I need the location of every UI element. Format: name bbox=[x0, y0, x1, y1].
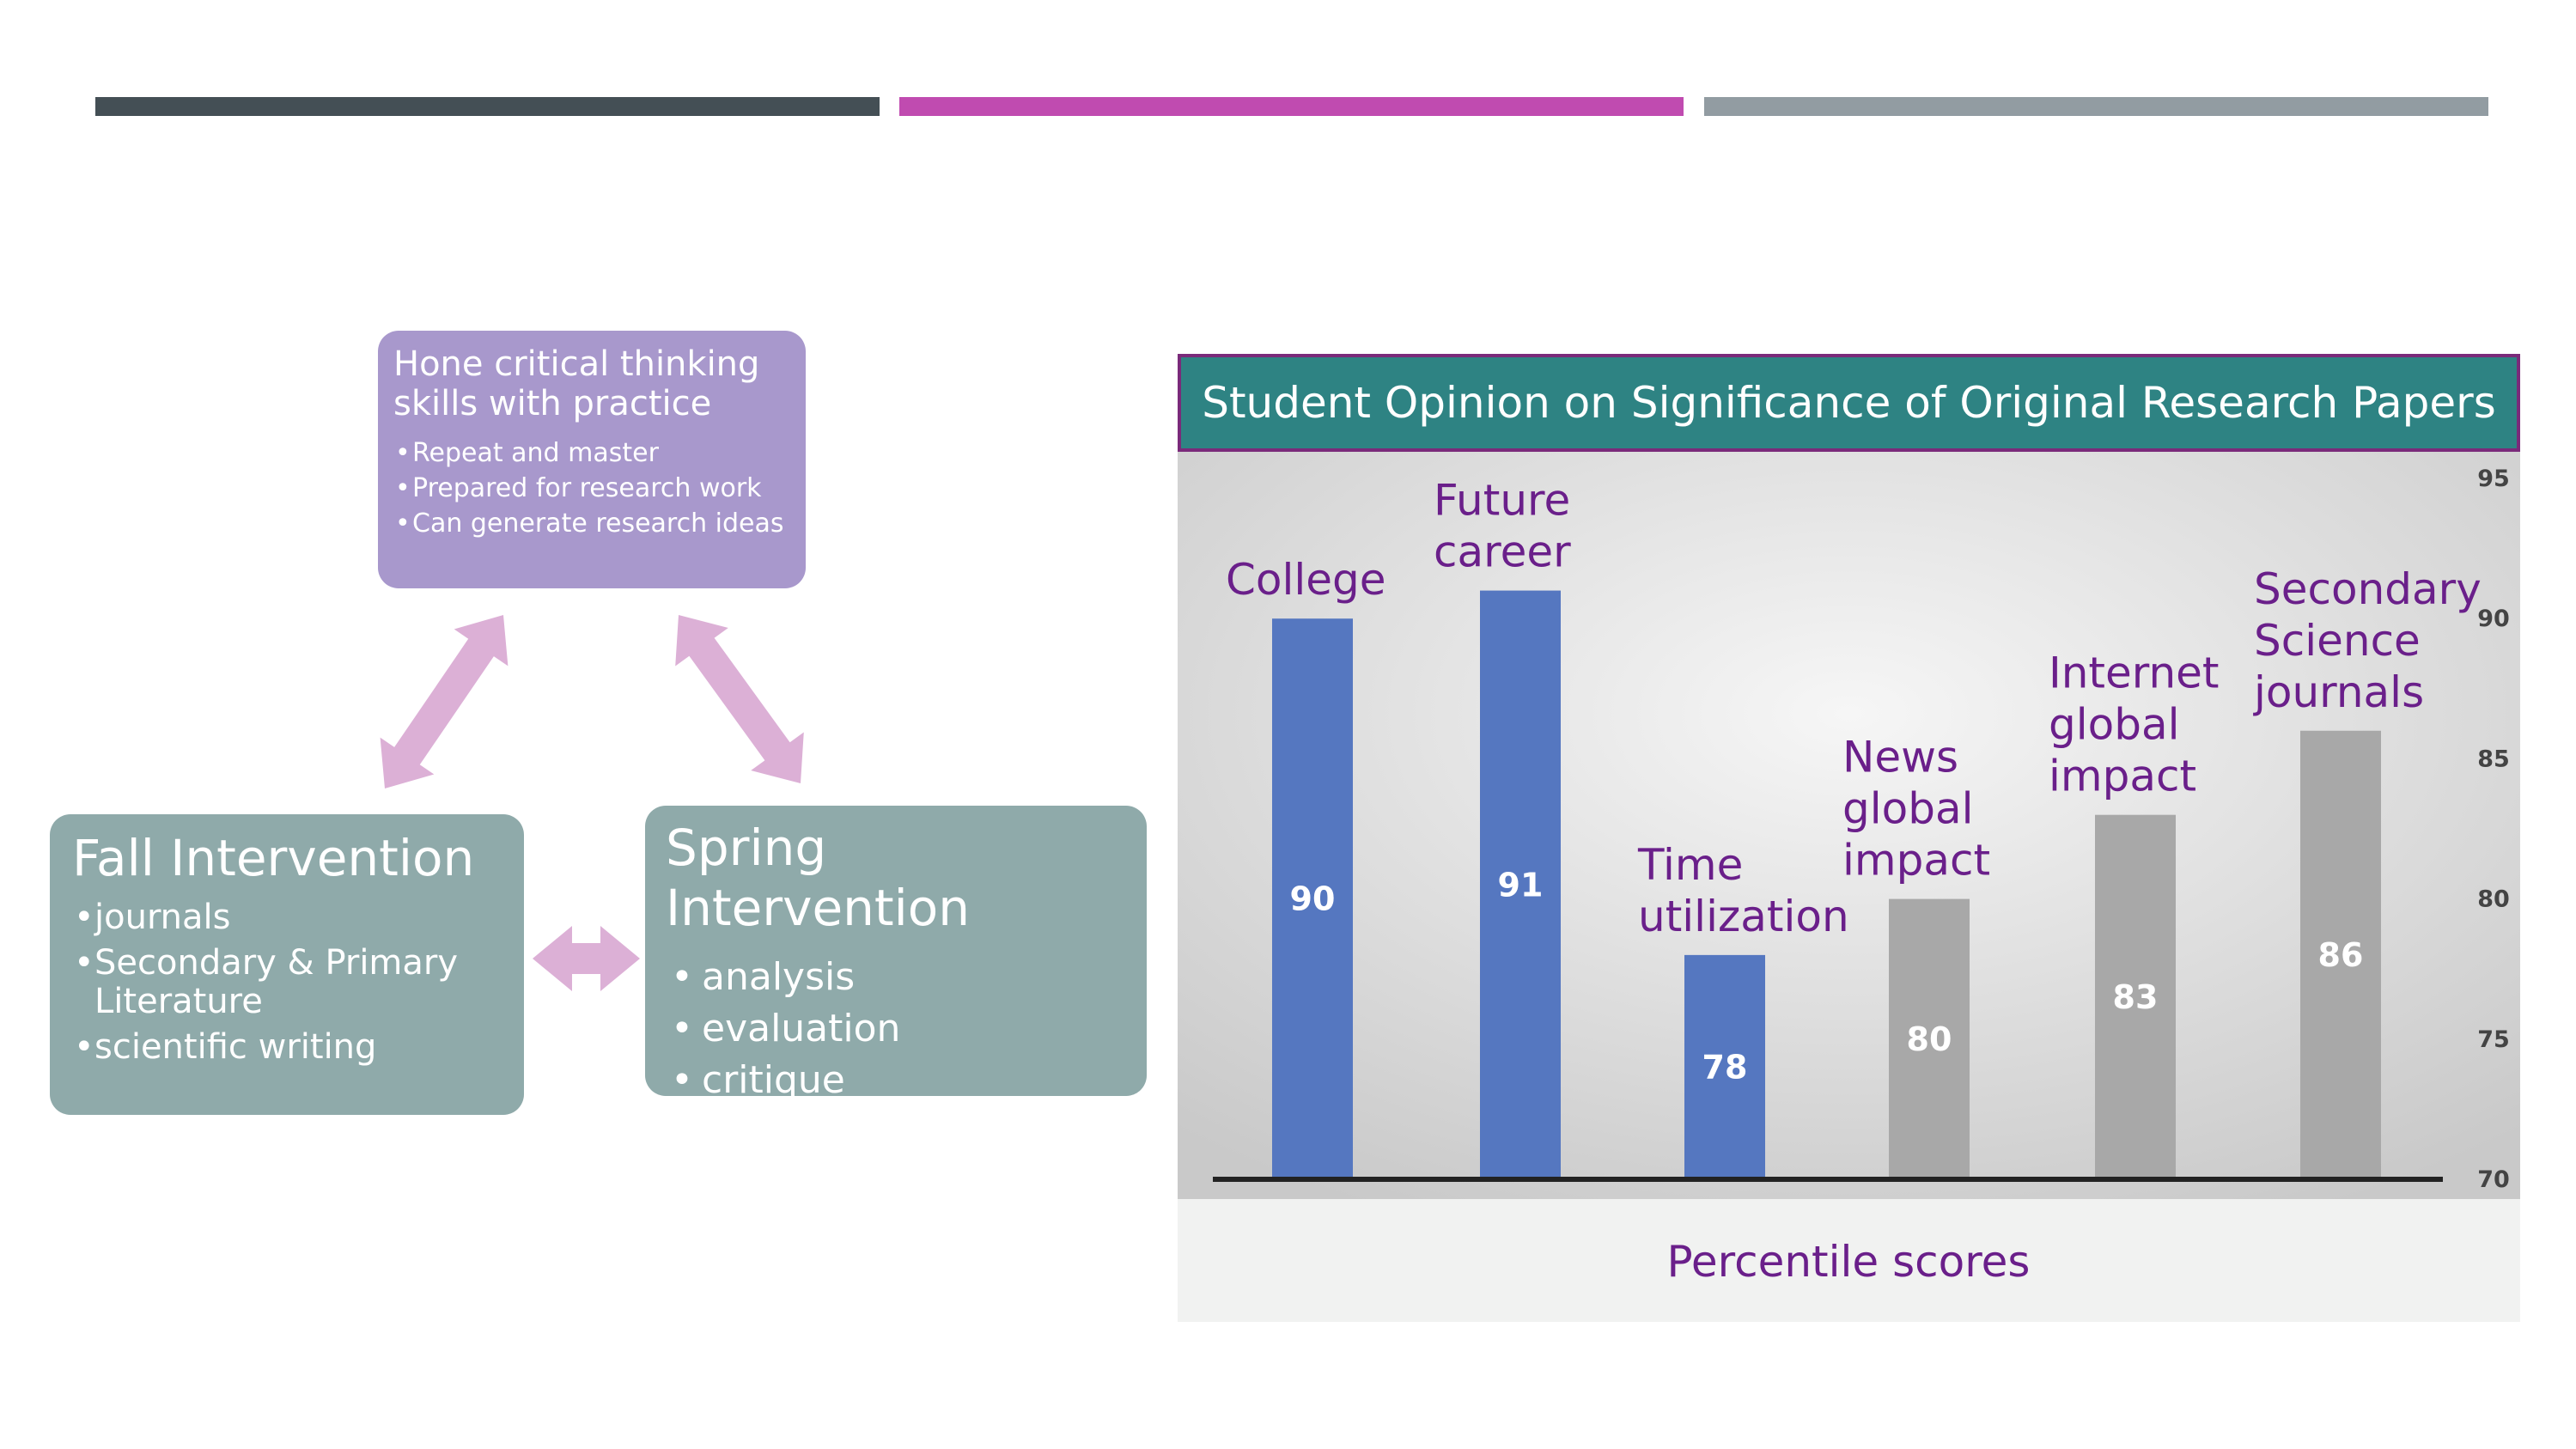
header-bar-gray bbox=[1704, 97, 2488, 116]
cycle-box-spring: Spring Intervention analysis evaluation … bbox=[645, 806, 1147, 1106]
arrow-fall-spring-icon bbox=[533, 926, 640, 991]
category-label: College bbox=[1226, 555, 1386, 605]
y-tick-label: 85 bbox=[2477, 746, 2510, 772]
cycle-top-item: Prepared for research work bbox=[393, 471, 790, 506]
bar bbox=[2300, 730, 2381, 1179]
category-label: Time utilization bbox=[1637, 840, 1849, 941]
category-label: News global impact bbox=[1842, 733, 1990, 886]
cycle-fall-item: scientific writing bbox=[72, 1028, 502, 1068]
arrow-top-spring-icon bbox=[675, 615, 804, 783]
bar-value-label: 80 bbox=[1907, 1020, 1952, 1058]
bar bbox=[1272, 618, 1353, 1179]
cycle-spring-item: analysis bbox=[666, 952, 1126, 1003]
cycle-spring-item: evaluation bbox=[666, 1003, 1126, 1055]
chart-plot-background bbox=[1178, 452, 2520, 1199]
cycle-spring-title: Spring Intervention bbox=[666, 819, 971, 937]
bar bbox=[1684, 954, 1765, 1179]
cycle-top-list: Repeat and master Prepared for research … bbox=[393, 435, 790, 541]
chart-xlabel: Percentile scores bbox=[1667, 1237, 2031, 1287]
cycle-box-fall: Fall Intervention journals Secondary & P… bbox=[50, 814, 524, 1115]
cycle-fall-title: Fall Intervention bbox=[72, 829, 475, 887]
bar-value-label: 91 bbox=[1498, 866, 1544, 904]
cycle-spring-list: analysis evaluation critique bbox=[666, 952, 1126, 1106]
y-tick-label: 95 bbox=[2477, 466, 2510, 492]
bar-chart: 90 College 91 Future career 78 Time utilization… bbox=[1178, 452, 2520, 1322]
cycle-spring-item: critique bbox=[666, 1055, 1126, 1106]
chart-footer-background bbox=[1178, 1199, 2520, 1322]
bar bbox=[1889, 898, 1970, 1179]
cycle-top-item: Repeat and master bbox=[393, 435, 790, 471]
category-label: Internet global impact bbox=[2049, 648, 2220, 801]
y-tick-label: 70 bbox=[2477, 1166, 2510, 1193]
bar bbox=[1480, 590, 1561, 1179]
category-label: Secondary Science journals bbox=[2253, 564, 2482, 717]
chart-title: Student Opinion on Significance of Origi… bbox=[1178, 354, 2520, 452]
cycle-fall-item: Secondary & Primary Literature bbox=[72, 944, 502, 1021]
cycle-fall-item: journals bbox=[72, 898, 502, 938]
cycle-top-item: Can generate research ideas bbox=[393, 506, 790, 541]
cycle-fall-list: journals Secondary & Primary Literature … bbox=[72, 898, 502, 1068]
bar bbox=[2095, 814, 2176, 1179]
bar-value-label: 78 bbox=[1702, 1048, 1748, 1086]
cycle-box-top: Hone critical thinking skills with pract… bbox=[378, 331, 806, 588]
header-bar-magenta bbox=[899, 97, 1684, 116]
bar-value-label: 86 bbox=[2318, 936, 2364, 974]
bar-value-label: 83 bbox=[2113, 978, 2159, 1016]
cycle-top-title: Hone critical thinking skills with pract… bbox=[393, 344, 760, 423]
header-bar-dark bbox=[95, 97, 880, 116]
bar-value-label: 90 bbox=[1290, 880, 1336, 918]
y-tick-label: 80 bbox=[2477, 886, 2510, 913]
category-label: Future career bbox=[1434, 476, 1571, 577]
y-tick-label: 90 bbox=[2477, 606, 2510, 632]
arrow-fall-top-icon bbox=[380, 615, 509, 788]
y-tick-label: 75 bbox=[2477, 1026, 2510, 1053]
